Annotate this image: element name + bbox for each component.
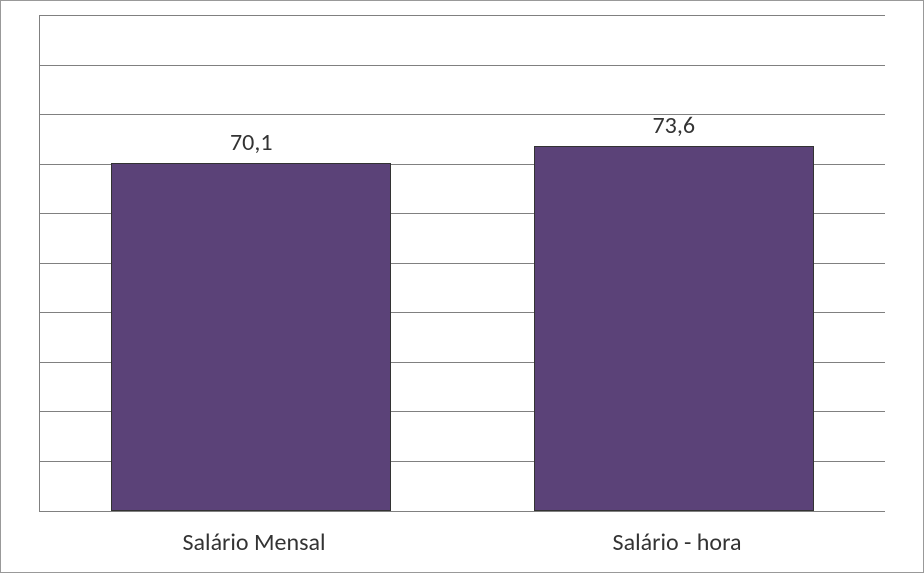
- x-axis: Salário Mensal Salário - hora: [39, 512, 885, 572]
- bars-area: 70,1 73,6: [40, 15, 885, 511]
- bar: 70,1: [111, 163, 391, 511]
- data-label: 70,1: [230, 128, 272, 157]
- x-axis-label: Salário - hora: [613, 528, 742, 557]
- plot-area: 70,1 73,6: [39, 15, 885, 512]
- chart-container: 70,1 73,6 Salário Mensal Salário - hora: [0, 0, 924, 573]
- x-axis-label: Salário Mensal: [183, 528, 326, 557]
- bar-group: 73,6: [534, 15, 814, 511]
- bar-group: 70,1: [111, 15, 391, 511]
- bar: 73,6: [534, 146, 814, 511]
- data-label: 73,6: [653, 111, 695, 140]
